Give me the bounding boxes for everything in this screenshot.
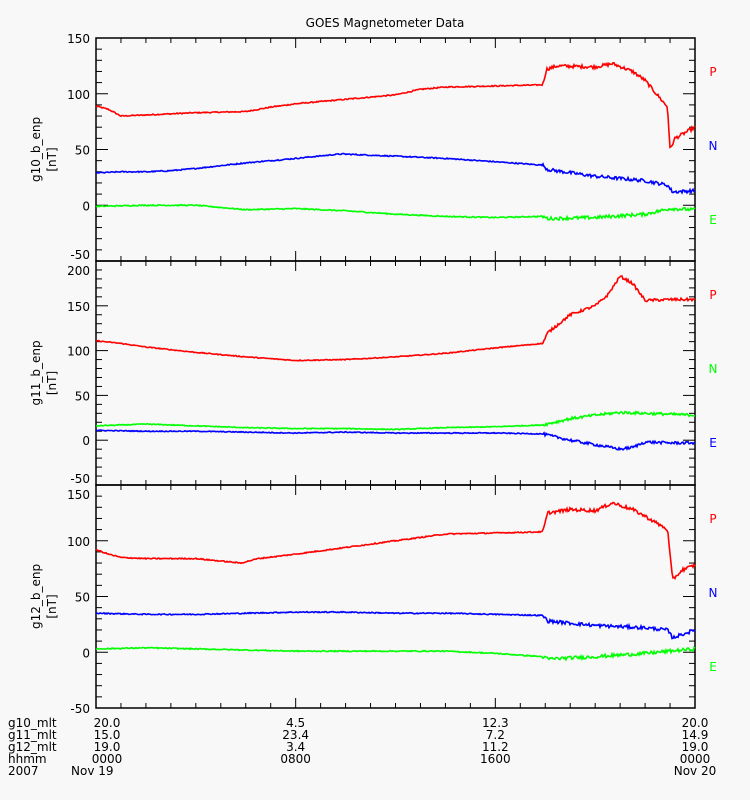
x-annotation-value: 11.2 (482, 740, 509, 754)
panel-2: 200 150 100 50 0 -50 g11_b_enp [nT] P N E (29, 260, 718, 486)
y-tick-label: 50 (75, 591, 90, 605)
legend-p: P (709, 65, 716, 79)
panel-1: 150 100 50 0 -50 g10_b_enp [nT] P N E (29, 32, 717, 262)
legend-p: P (709, 288, 716, 302)
y-tick-label: 50 (75, 389, 90, 403)
series-line-n (95, 152, 696, 195)
x-annotation-value: Nov 19 (71, 764, 114, 778)
legend-e: E (709, 213, 717, 227)
x-annotation-value: 7.2 (486, 728, 505, 742)
series-line-e (95, 646, 696, 662)
x-annotation-row-label: 2007 (8, 764, 39, 778)
x-annotation-row-label: g12_mlt (8, 740, 57, 754)
y-tick-label: 200 (67, 264, 90, 278)
plot-frame (95, 37, 696, 262)
legend-n: N (709, 139, 718, 153)
y-axis-unit: [nT] (45, 594, 59, 618)
y-tick-label: 100 (67, 535, 90, 549)
series-line-n (95, 410, 696, 431)
x-annotation-value: 14.9 (682, 728, 709, 742)
plot-frame (95, 260, 696, 486)
x-annotation-value: 23.4 (282, 728, 309, 742)
y-tick-label: 0 (82, 646, 90, 660)
legend-e: E (709, 660, 717, 674)
series-line-e (95, 203, 696, 222)
x-annotation-value: 1600 (480, 752, 511, 766)
legend-e: E (709, 436, 717, 450)
x-annotation-row-label: hhmm (8, 752, 47, 766)
y-tick-label: 100 (67, 345, 90, 359)
x-annotation-value: 3.4 (286, 740, 305, 754)
y-tick-label: -50 (70, 702, 90, 716)
plot-frame (95, 484, 696, 709)
y-axis-unit: [nT] (45, 147, 59, 171)
y-tick-label: -50 (70, 472, 90, 486)
x-annotation-value: 12.3 (482, 716, 509, 730)
x-annotation-row-label: g10_mlt (8, 716, 57, 730)
legend-n: N (709, 586, 718, 600)
x-annotation-value: 0800 (280, 752, 311, 766)
series-line-p (95, 275, 696, 362)
y-tick-label: 100 (67, 88, 90, 102)
x-annotation-row-label: g11_mlt (8, 728, 57, 742)
series-line-e (95, 429, 696, 451)
series-line-p (95, 501, 696, 581)
panel-3: 150 100 50 0 -50 g12_b_enp [nT] P N E (29, 484, 718, 716)
y-axis-unit: [nT] (45, 371, 59, 395)
x-annotation-value: 19.0 (94, 740, 121, 754)
series-line-p (95, 61, 696, 149)
x-annotation-value: 15.0 (94, 728, 121, 742)
y-tick-label: -50 (70, 248, 90, 262)
legend-n: N (709, 362, 718, 376)
x-annotation-value: 19.0 (682, 740, 709, 754)
x-annotation-value: 0000 (680, 752, 711, 766)
y-tick-label: 150 (67, 32, 90, 46)
x-annotation-value: 0000 (92, 752, 123, 766)
x-annotation-value: Nov 20 (674, 764, 717, 778)
y-tick-label: 50 (75, 144, 90, 158)
y-tick-label: 150 (67, 300, 90, 314)
y-axis-label: g12_b_enp (29, 564, 43, 629)
y-tick-label: 0 (82, 434, 90, 448)
y-axis-label: g11_b_enp (29, 340, 43, 405)
y-tick-label: 150 (67, 488, 90, 502)
chart-title: GOES Magnetometer Data (306, 16, 465, 30)
series-line-n (95, 610, 696, 640)
y-axis-label: g10_b_enp (29, 117, 43, 182)
x-annotation-value: 4.5 (286, 716, 305, 730)
y-tick-label: 0 (82, 199, 90, 213)
x-annotation-value: 20.0 (682, 716, 709, 730)
legend-p: P (709, 512, 716, 526)
x-annotation-value: 20.0 (94, 716, 121, 730)
